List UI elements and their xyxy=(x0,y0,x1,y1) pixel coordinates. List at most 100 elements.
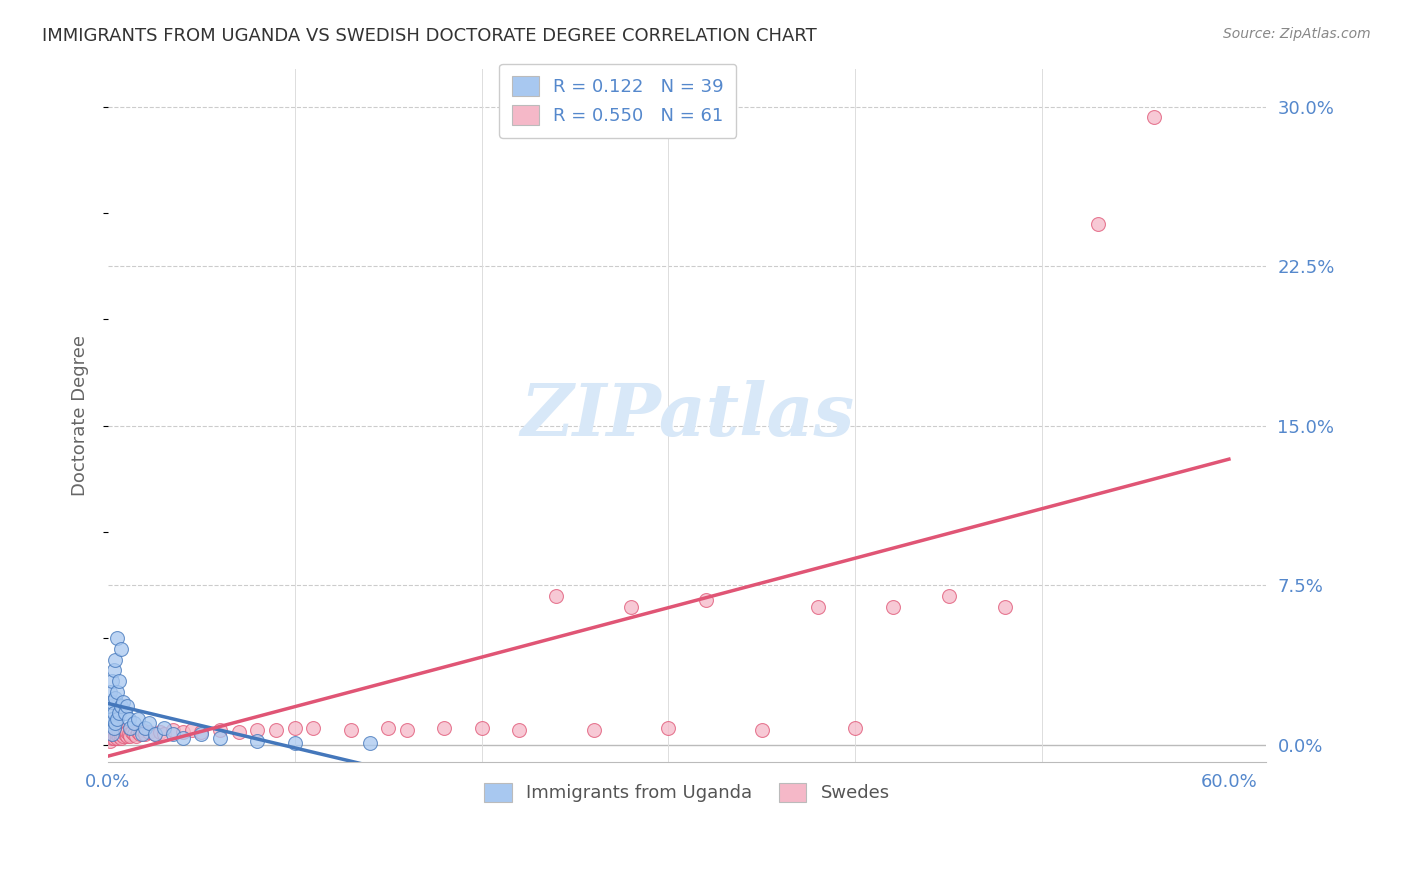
Point xyxy=(98,699,121,714)
Point xyxy=(98,684,121,698)
Point xyxy=(100,673,122,688)
Point xyxy=(115,729,138,743)
Point xyxy=(143,727,166,741)
Point xyxy=(117,727,139,741)
Point xyxy=(110,731,132,746)
Point xyxy=(104,690,127,705)
Point xyxy=(122,727,145,741)
Point xyxy=(471,721,494,735)
Legend: Immigrants from Uganda, Swedes: Immigrants from Uganda, Swedes xyxy=(472,770,903,815)
Point xyxy=(181,723,204,737)
Point xyxy=(162,723,184,737)
Point xyxy=(246,733,269,747)
Point xyxy=(98,716,121,731)
Point xyxy=(807,599,830,614)
Point xyxy=(103,721,125,735)
Point xyxy=(546,589,568,603)
Point xyxy=(121,725,143,739)
Point xyxy=(114,727,136,741)
Point xyxy=(104,653,127,667)
Point xyxy=(844,721,866,735)
Point xyxy=(695,593,717,607)
Point xyxy=(114,706,136,720)
Point xyxy=(172,725,194,739)
Point xyxy=(508,723,530,737)
Point xyxy=(359,736,381,750)
Point xyxy=(103,725,125,739)
Point xyxy=(377,721,399,735)
Point xyxy=(105,727,128,741)
Point xyxy=(138,716,160,731)
Point xyxy=(172,731,194,746)
Point xyxy=(882,599,904,614)
Point xyxy=(994,599,1017,614)
Point xyxy=(134,727,156,741)
Point xyxy=(228,725,250,739)
Point xyxy=(131,723,153,737)
Point xyxy=(138,725,160,739)
Point xyxy=(143,727,166,741)
Point xyxy=(149,725,172,739)
Point xyxy=(127,712,149,726)
Point xyxy=(284,721,307,735)
Point xyxy=(751,723,773,737)
Point xyxy=(190,727,212,741)
Point xyxy=(120,721,142,735)
Point xyxy=(209,731,232,746)
Point xyxy=(1087,217,1109,231)
Point xyxy=(111,729,134,743)
Point xyxy=(153,721,176,735)
Point xyxy=(110,642,132,657)
Point xyxy=(246,723,269,737)
Point xyxy=(1143,111,1166,125)
Point xyxy=(302,721,325,735)
Point xyxy=(120,729,142,743)
Point xyxy=(105,721,128,735)
Point xyxy=(938,589,960,603)
Y-axis label: Doctorate Degree: Doctorate Degree xyxy=(72,334,89,496)
Point xyxy=(209,723,232,737)
Point xyxy=(108,729,131,743)
Point xyxy=(115,725,138,739)
Point xyxy=(103,706,125,720)
Point xyxy=(395,723,418,737)
Point xyxy=(105,731,128,746)
Point xyxy=(105,712,128,726)
Point xyxy=(103,731,125,746)
Point xyxy=(104,723,127,737)
Point xyxy=(100,727,122,741)
Point xyxy=(284,736,307,750)
Point xyxy=(131,727,153,741)
Point xyxy=(128,727,150,741)
Text: IMMIGRANTS FROM UGANDA VS SWEDISH DOCTORATE DEGREE CORRELATION CHART: IMMIGRANTS FROM UGANDA VS SWEDISH DOCTOR… xyxy=(42,27,817,45)
Point xyxy=(100,712,122,726)
Point xyxy=(264,723,287,737)
Point xyxy=(111,723,134,737)
Point xyxy=(620,599,643,614)
Point xyxy=(127,725,149,739)
Point xyxy=(134,721,156,735)
Point xyxy=(162,727,184,741)
Point xyxy=(111,695,134,709)
Point xyxy=(582,723,605,737)
Point xyxy=(115,699,138,714)
Point xyxy=(110,727,132,741)
Point xyxy=(108,725,131,739)
Point xyxy=(117,712,139,726)
Point xyxy=(125,729,148,743)
Text: Source: ZipAtlas.com: Source: ZipAtlas.com xyxy=(1223,27,1371,41)
Point xyxy=(153,727,176,741)
Point xyxy=(104,716,127,731)
Point xyxy=(108,706,131,720)
Point xyxy=(110,699,132,714)
Point xyxy=(104,729,127,743)
Point xyxy=(657,721,679,735)
Point xyxy=(103,663,125,677)
Point xyxy=(100,727,122,741)
Point xyxy=(100,731,122,746)
Point xyxy=(340,723,363,737)
Point xyxy=(122,716,145,731)
Text: ZIPatlas: ZIPatlas xyxy=(520,380,855,450)
Point xyxy=(190,725,212,739)
Point xyxy=(105,684,128,698)
